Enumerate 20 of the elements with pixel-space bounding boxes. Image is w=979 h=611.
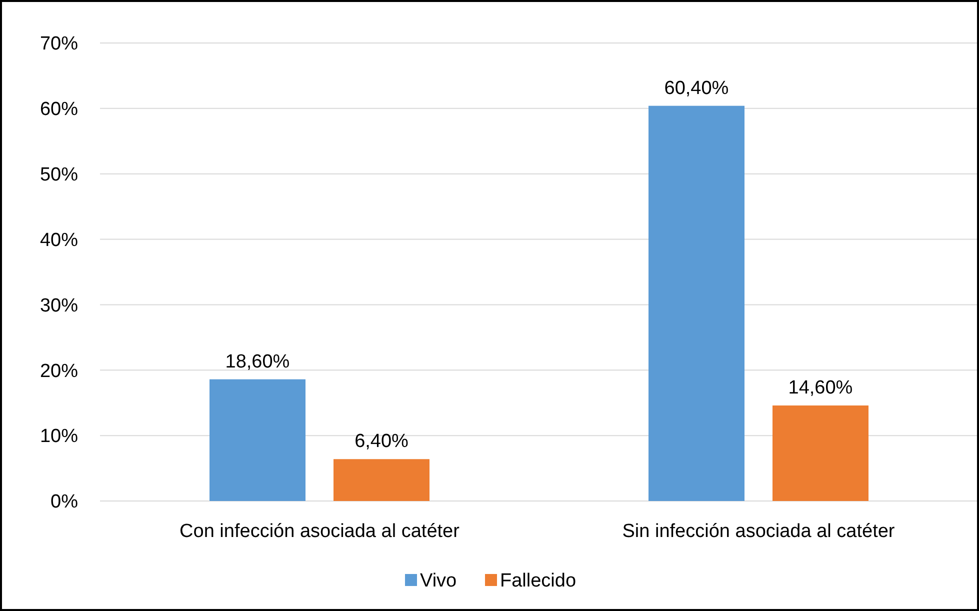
y-tick-label: 40%: [40, 230, 78, 251]
data-label: 18,60%: [225, 351, 290, 372]
y-tick-label: 10%: [40, 426, 78, 448]
y-tick-label: 0%: [50, 492, 78, 513]
x-tick-label: Sin infección asociada al catéter: [622, 521, 896, 542]
y-tick-label: 60%: [40, 99, 78, 120]
data-label: 60,40%: [664, 78, 729, 99]
y-tick-label: 70%: [40, 34, 78, 55]
data-label: 14,60%: [788, 377, 853, 398]
legend-label: Vivo: [420, 570, 457, 592]
bar: [772, 405, 868, 501]
bar: [210, 379, 306, 501]
y-tick-label: 20%: [40, 360, 78, 382]
x-tick-label: Con infección asociada al catéter: [180, 521, 460, 542]
y-tick-label: 50%: [40, 164, 78, 186]
y-tick-label: 30%: [40, 295, 78, 316]
data-label: 6,40%: [354, 431, 409, 452]
legend-label: Fallecido: [500, 570, 576, 592]
bar: [648, 106, 744, 501]
bar: [334, 459, 430, 501]
